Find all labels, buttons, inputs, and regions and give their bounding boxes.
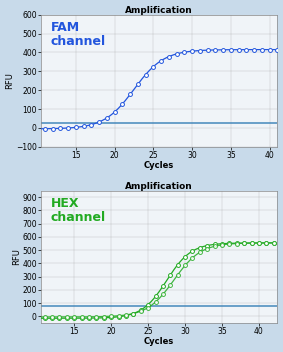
Y-axis label: RFU: RFU bbox=[6, 72, 14, 89]
Title: Amplification: Amplification bbox=[125, 6, 193, 14]
X-axis label: Cycles: Cycles bbox=[144, 338, 174, 346]
Text: HEX
channel: HEX channel bbox=[50, 197, 106, 224]
X-axis label: Cycles: Cycles bbox=[144, 162, 174, 170]
Text: FAM
channel: FAM channel bbox=[50, 21, 106, 48]
Y-axis label: RFU: RFU bbox=[12, 248, 21, 265]
Title: Amplification: Amplification bbox=[125, 182, 193, 190]
